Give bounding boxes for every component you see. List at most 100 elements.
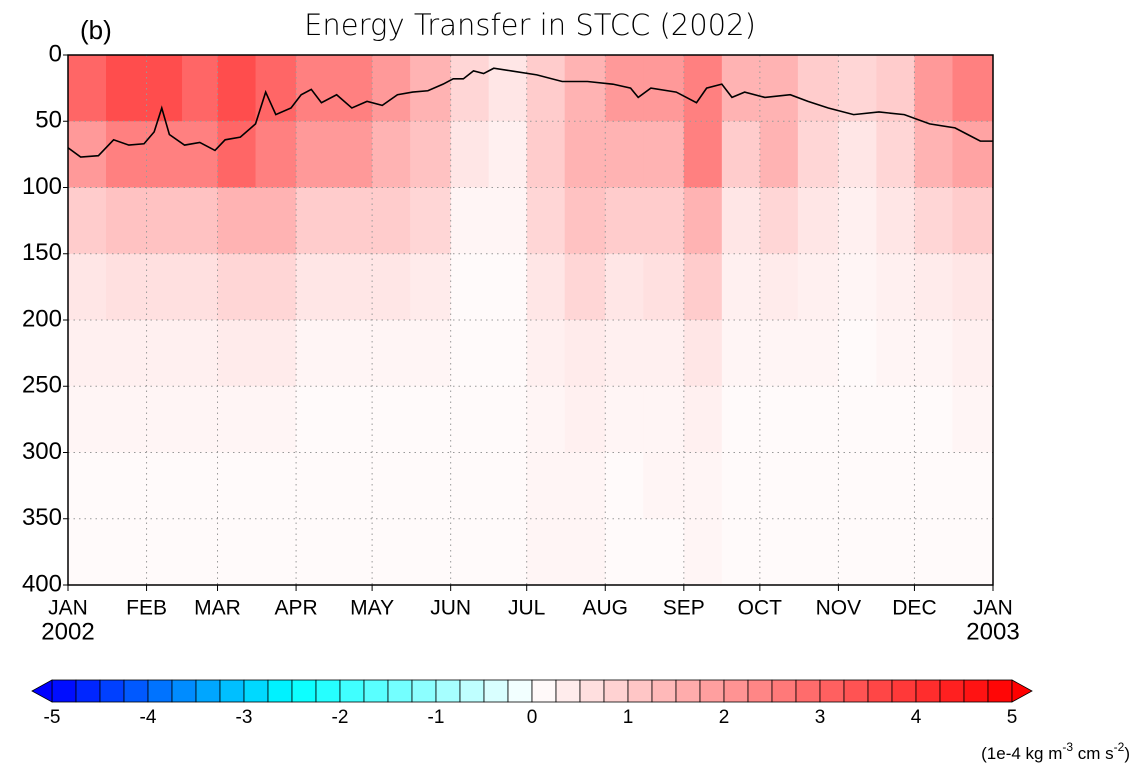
heat-cell	[838, 320, 877, 387]
x-tick-label: MAR	[194, 597, 241, 620]
heat-cell	[605, 253, 644, 321]
label-text: (1e-4 kg m	[981, 744, 1062, 763]
heat-cell	[683, 452, 723, 520]
colorbar-tick-label: 4	[911, 707, 922, 728]
heat-cell	[876, 386, 915, 453]
heat-cell	[643, 121, 685, 188]
heat-cell	[296, 253, 335, 321]
heat-cell	[410, 386, 452, 453]
heat-cell	[914, 253, 953, 321]
colorbar-box	[939, 679, 965, 703]
x-tick-label: JAN	[973, 597, 1013, 620]
heat-cell	[564, 320, 606, 387]
heat-cell	[410, 55, 452, 122]
heat-cell	[643, 452, 685, 520]
heat-cell	[106, 187, 148, 255]
heat-cell	[721, 187, 761, 255]
heat-cell	[759, 253, 799, 321]
heat-cell	[296, 320, 335, 387]
y-tick-label: 0	[49, 40, 62, 67]
heat-cell	[683, 253, 723, 321]
heat-cell	[372, 55, 411, 122]
heat-cell	[296, 452, 335, 520]
heat-cell	[526, 121, 566, 188]
heat-cell	[410, 320, 452, 387]
heat-cell	[450, 187, 490, 255]
heat-cell	[217, 320, 257, 387]
heat-cell	[146, 253, 183, 321]
heat-cell	[526, 187, 566, 255]
colorbar-arrow	[31, 679, 53, 703]
x-tick-label: OCT	[738, 597, 783, 620]
heat-cell	[106, 121, 148, 188]
heat-cell	[564, 253, 606, 321]
x-tick-label: JUL	[508, 597, 545, 620]
heat-cell	[759, 452, 799, 520]
heat-cell	[68, 320, 107, 387]
y-tick-label: 300	[22, 438, 62, 465]
heat-cell	[876, 452, 915, 520]
x-tick-label: JAN	[48, 597, 88, 620]
heat-cell	[952, 518, 994, 586]
heat-cell	[334, 121, 373, 188]
heat-cell	[914, 320, 953, 387]
heat-cell	[914, 518, 953, 586]
heat-cell	[797, 55, 839, 122]
heat-cell	[838, 386, 877, 453]
heat-cell	[334, 320, 373, 387]
y-tick-label: 100	[22, 173, 62, 200]
heat-cell	[255, 187, 297, 255]
y-tick-label: 350	[22, 504, 62, 531]
heat-cell	[450, 253, 490, 321]
colorbar-box	[723, 679, 749, 703]
heat-cell	[410, 253, 452, 321]
colorbar-box	[147, 679, 173, 703]
heat-cell	[605, 452, 644, 520]
colorbar-box	[243, 679, 269, 703]
label-text: )	[1124, 744, 1130, 763]
heat-cell	[876, 55, 915, 122]
heat-cell	[952, 452, 994, 520]
colorbar-tick-label: 2	[719, 707, 730, 728]
colorbar-box	[627, 679, 653, 703]
heat-cell	[643, 187, 685, 255]
heat-cell	[526, 55, 566, 122]
heat-cell	[759, 187, 799, 255]
colorbar-tick-label: 3	[815, 707, 826, 728]
heat-cell	[564, 386, 606, 453]
colorbar-box	[963, 679, 989, 703]
heat-cell	[605, 187, 644, 255]
heat-cell	[643, 320, 685, 387]
colorbar-arrow	[1011, 679, 1033, 703]
heat-cell	[952, 55, 994, 122]
heat-cell	[182, 320, 219, 387]
heat-cell	[488, 518, 528, 586]
heat-cell	[876, 187, 915, 255]
chart-title: Energy Transfer in STCC (2002)	[304, 8, 756, 42]
x-tick-label: SEP	[663, 597, 705, 620]
colorbar-box	[795, 679, 821, 703]
heat-cell	[450, 55, 490, 122]
heat-cell	[876, 121, 915, 188]
heat-cell	[643, 253, 685, 321]
colorbar-box	[819, 679, 845, 703]
colorbar-tick-label: 5	[1007, 707, 1018, 728]
heat-cell	[952, 386, 994, 453]
heat-cell	[488, 452, 528, 520]
colorbar-box	[339, 679, 365, 703]
colorbar-tick-label: -4	[140, 707, 157, 728]
heat-cell	[146, 121, 183, 188]
heat-cell	[255, 386, 297, 453]
heat-cell	[838, 452, 877, 520]
heat-cell	[797, 386, 839, 453]
heat-cell	[605, 386, 644, 453]
heat-cell	[372, 121, 411, 188]
heat-cell	[372, 518, 411, 586]
heat-cell	[564, 518, 606, 586]
heat-cell	[488, 121, 528, 188]
colorbar-box	[771, 679, 797, 703]
heat-cell	[106, 452, 148, 520]
heat-cell	[797, 320, 839, 387]
